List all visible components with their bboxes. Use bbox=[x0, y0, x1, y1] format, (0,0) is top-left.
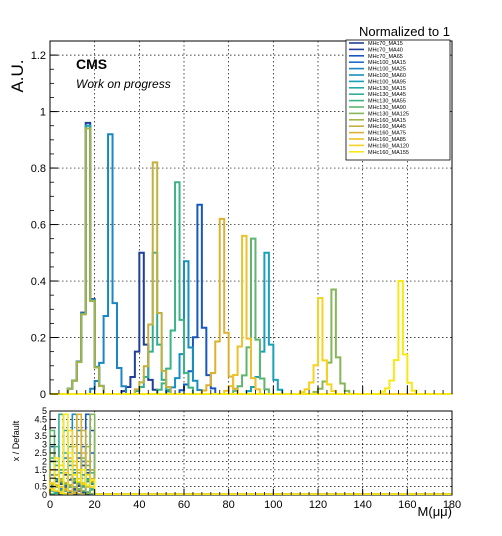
chart-title: Normalized to 1 bbox=[359, 24, 450, 39]
legend-label: MHc160_MA45 bbox=[368, 124, 406, 130]
x-tick-label: 120 bbox=[309, 499, 327, 511]
y-tick-label: 1 bbox=[40, 107, 46, 119]
legend-label: MHc160_MA155 bbox=[368, 150, 409, 156]
ratio-y-tick-label: 4.5 bbox=[34, 414, 47, 424]
legend: MHc70_MA15MHc70_MA40MHc70_MA65MHc100_MA1… bbox=[345, 39, 451, 161]
legend-label: MHc100_MA95 bbox=[368, 79, 406, 85]
legend-label: MHc160_MA15 bbox=[368, 118, 406, 124]
ratio-line-MHc160_MA155 bbox=[49, 413, 452, 495]
x-tick-label: 40 bbox=[133, 499, 145, 511]
legend-items: MHc70_MA15MHc70_MA40MHc70_MA65MHc100_MA1… bbox=[349, 41, 409, 156]
legend-label: MHc130_MA125 bbox=[368, 111, 409, 117]
legend-label: MHc70_MA65 bbox=[368, 54, 403, 60]
ratio-line-MHc70_MA65 bbox=[49, 413, 452, 495]
ratio-line-MHc160_MA15 bbox=[49, 445, 452, 495]
legend-label: MHc100_MA60 bbox=[368, 73, 406, 79]
x-tick-label: 140 bbox=[353, 499, 371, 511]
main-y-ticks: 0 0.2 0.4 0.6 0.8 1 1.2 bbox=[31, 40, 58, 401]
x-tick-label: 100 bbox=[264, 499, 282, 511]
legend-label: MHc100_MA25 bbox=[368, 67, 406, 73]
x-tick-label: 0 bbox=[47, 499, 53, 511]
ratio-line-MHc130_MA45 bbox=[49, 413, 452, 495]
cms-label: CMS bbox=[76, 56, 107, 72]
ratio-y-tick-label: 3.5 bbox=[34, 431, 47, 441]
ratio-series-group bbox=[49, 413, 452, 495]
y-tick-label: 0.4 bbox=[31, 276, 46, 288]
ratio-y-tick-label: 5 bbox=[42, 406, 47, 416]
x-tick-label: 20 bbox=[89, 499, 101, 511]
main-series-group bbox=[50, 121, 452, 395]
ratio-x-ticks: 0 20 40 60 80 100 120 140 160 180 bbox=[47, 489, 461, 511]
y-tick-label: 0.2 bbox=[31, 333, 46, 345]
y-axis-label: A.U. bbox=[8, 59, 27, 92]
ratio-y-tick-label: 1 bbox=[42, 473, 47, 483]
ratio-line-MHc130_MA125 bbox=[49, 413, 452, 495]
legend-label: MHc160_MA85 bbox=[368, 137, 406, 143]
ratio-plot-area: 00.511.522.533.544.55 0 20 40 60 80 100 120 140… bbox=[34, 406, 461, 511]
legend-label: MHc130_MA90 bbox=[368, 105, 406, 111]
ratio-line-MHc130_MA15 bbox=[49, 429, 452, 495]
y-tick-label: 0.6 bbox=[31, 220, 46, 232]
ratio-y-tick-label: 0.5 bbox=[34, 482, 47, 492]
series-line-MHc160_MA155 bbox=[50, 280, 452, 395]
ratio-line-MHc100_MA25 bbox=[49, 429, 452, 495]
legend-label: MHc130_MA55 bbox=[368, 99, 406, 105]
legend-label: MHc130_MA15 bbox=[368, 86, 406, 92]
y-tick-label: 1.2 bbox=[31, 50, 46, 62]
ratio-line-MHc100_MA60 bbox=[49, 413, 452, 495]
ratio-y-tick-label: 2 bbox=[42, 456, 47, 466]
ratio-line-MHc70_MA40 bbox=[49, 429, 452, 495]
cms-sublabel: Work on progress bbox=[76, 77, 171, 91]
legend-label: MHc160_MA75 bbox=[368, 131, 406, 137]
x-tick-label: 80 bbox=[223, 499, 235, 511]
ratio-y-tick-label: 0 bbox=[42, 490, 47, 500]
main-plot-area: 0 0.2 0.4 0.6 0.8 1 1.2 bbox=[31, 40, 453, 401]
ratio-line-MHc130_MA55 bbox=[49, 445, 452, 495]
ratio-y-tick-label: 1.5 bbox=[34, 465, 47, 475]
ratio-y-tick-label: 2.5 bbox=[34, 448, 47, 458]
ratio-line-MHc70_MA15 bbox=[49, 445, 452, 495]
x-tick-label: 180 bbox=[443, 499, 461, 511]
legend-label: MHc70_MA40 bbox=[368, 47, 403, 53]
y-tick-label: 0.8 bbox=[31, 163, 46, 175]
x-tick-label: 160 bbox=[398, 499, 416, 511]
ratio-line-MHc160_MA120 bbox=[49, 429, 452, 495]
ratio-line-MHc160_MA75 bbox=[49, 413, 452, 495]
ratio-y-tick-label: 3 bbox=[42, 440, 47, 450]
x-axis-label: M(μμ) bbox=[418, 504, 452, 519]
legend-label: MHc160_MA120 bbox=[368, 143, 409, 149]
ratio-line-MHc130_MA90 bbox=[49, 429, 452, 495]
x-tick-label: 60 bbox=[178, 499, 190, 511]
ratio-line-MHc160_MA85 bbox=[49, 445, 452, 495]
main-x-ticks bbox=[49, 386, 453, 394]
ratio-y-ticks: 00.511.522.533.544.55 bbox=[34, 406, 56, 500]
ratio-y-axis-label: x / Default bbox=[11, 420, 21, 461]
legend-label: MHc130_MA45 bbox=[368, 92, 406, 98]
ratio-line-MHc100_MA15 bbox=[49, 445, 452, 495]
ratio-gridlines bbox=[49, 410, 453, 496]
ratio-y-tick-label: 4 bbox=[42, 423, 47, 433]
y-tick-label: 0 bbox=[40, 389, 46, 401]
legend-label: MHc70_MA15 bbox=[368, 41, 403, 47]
legend-label: MHc100_MA15 bbox=[368, 60, 406, 66]
ratio-line-MHc160_MA45 bbox=[49, 429, 452, 495]
ratio-line-MHc100_MA95 bbox=[49, 445, 452, 495]
